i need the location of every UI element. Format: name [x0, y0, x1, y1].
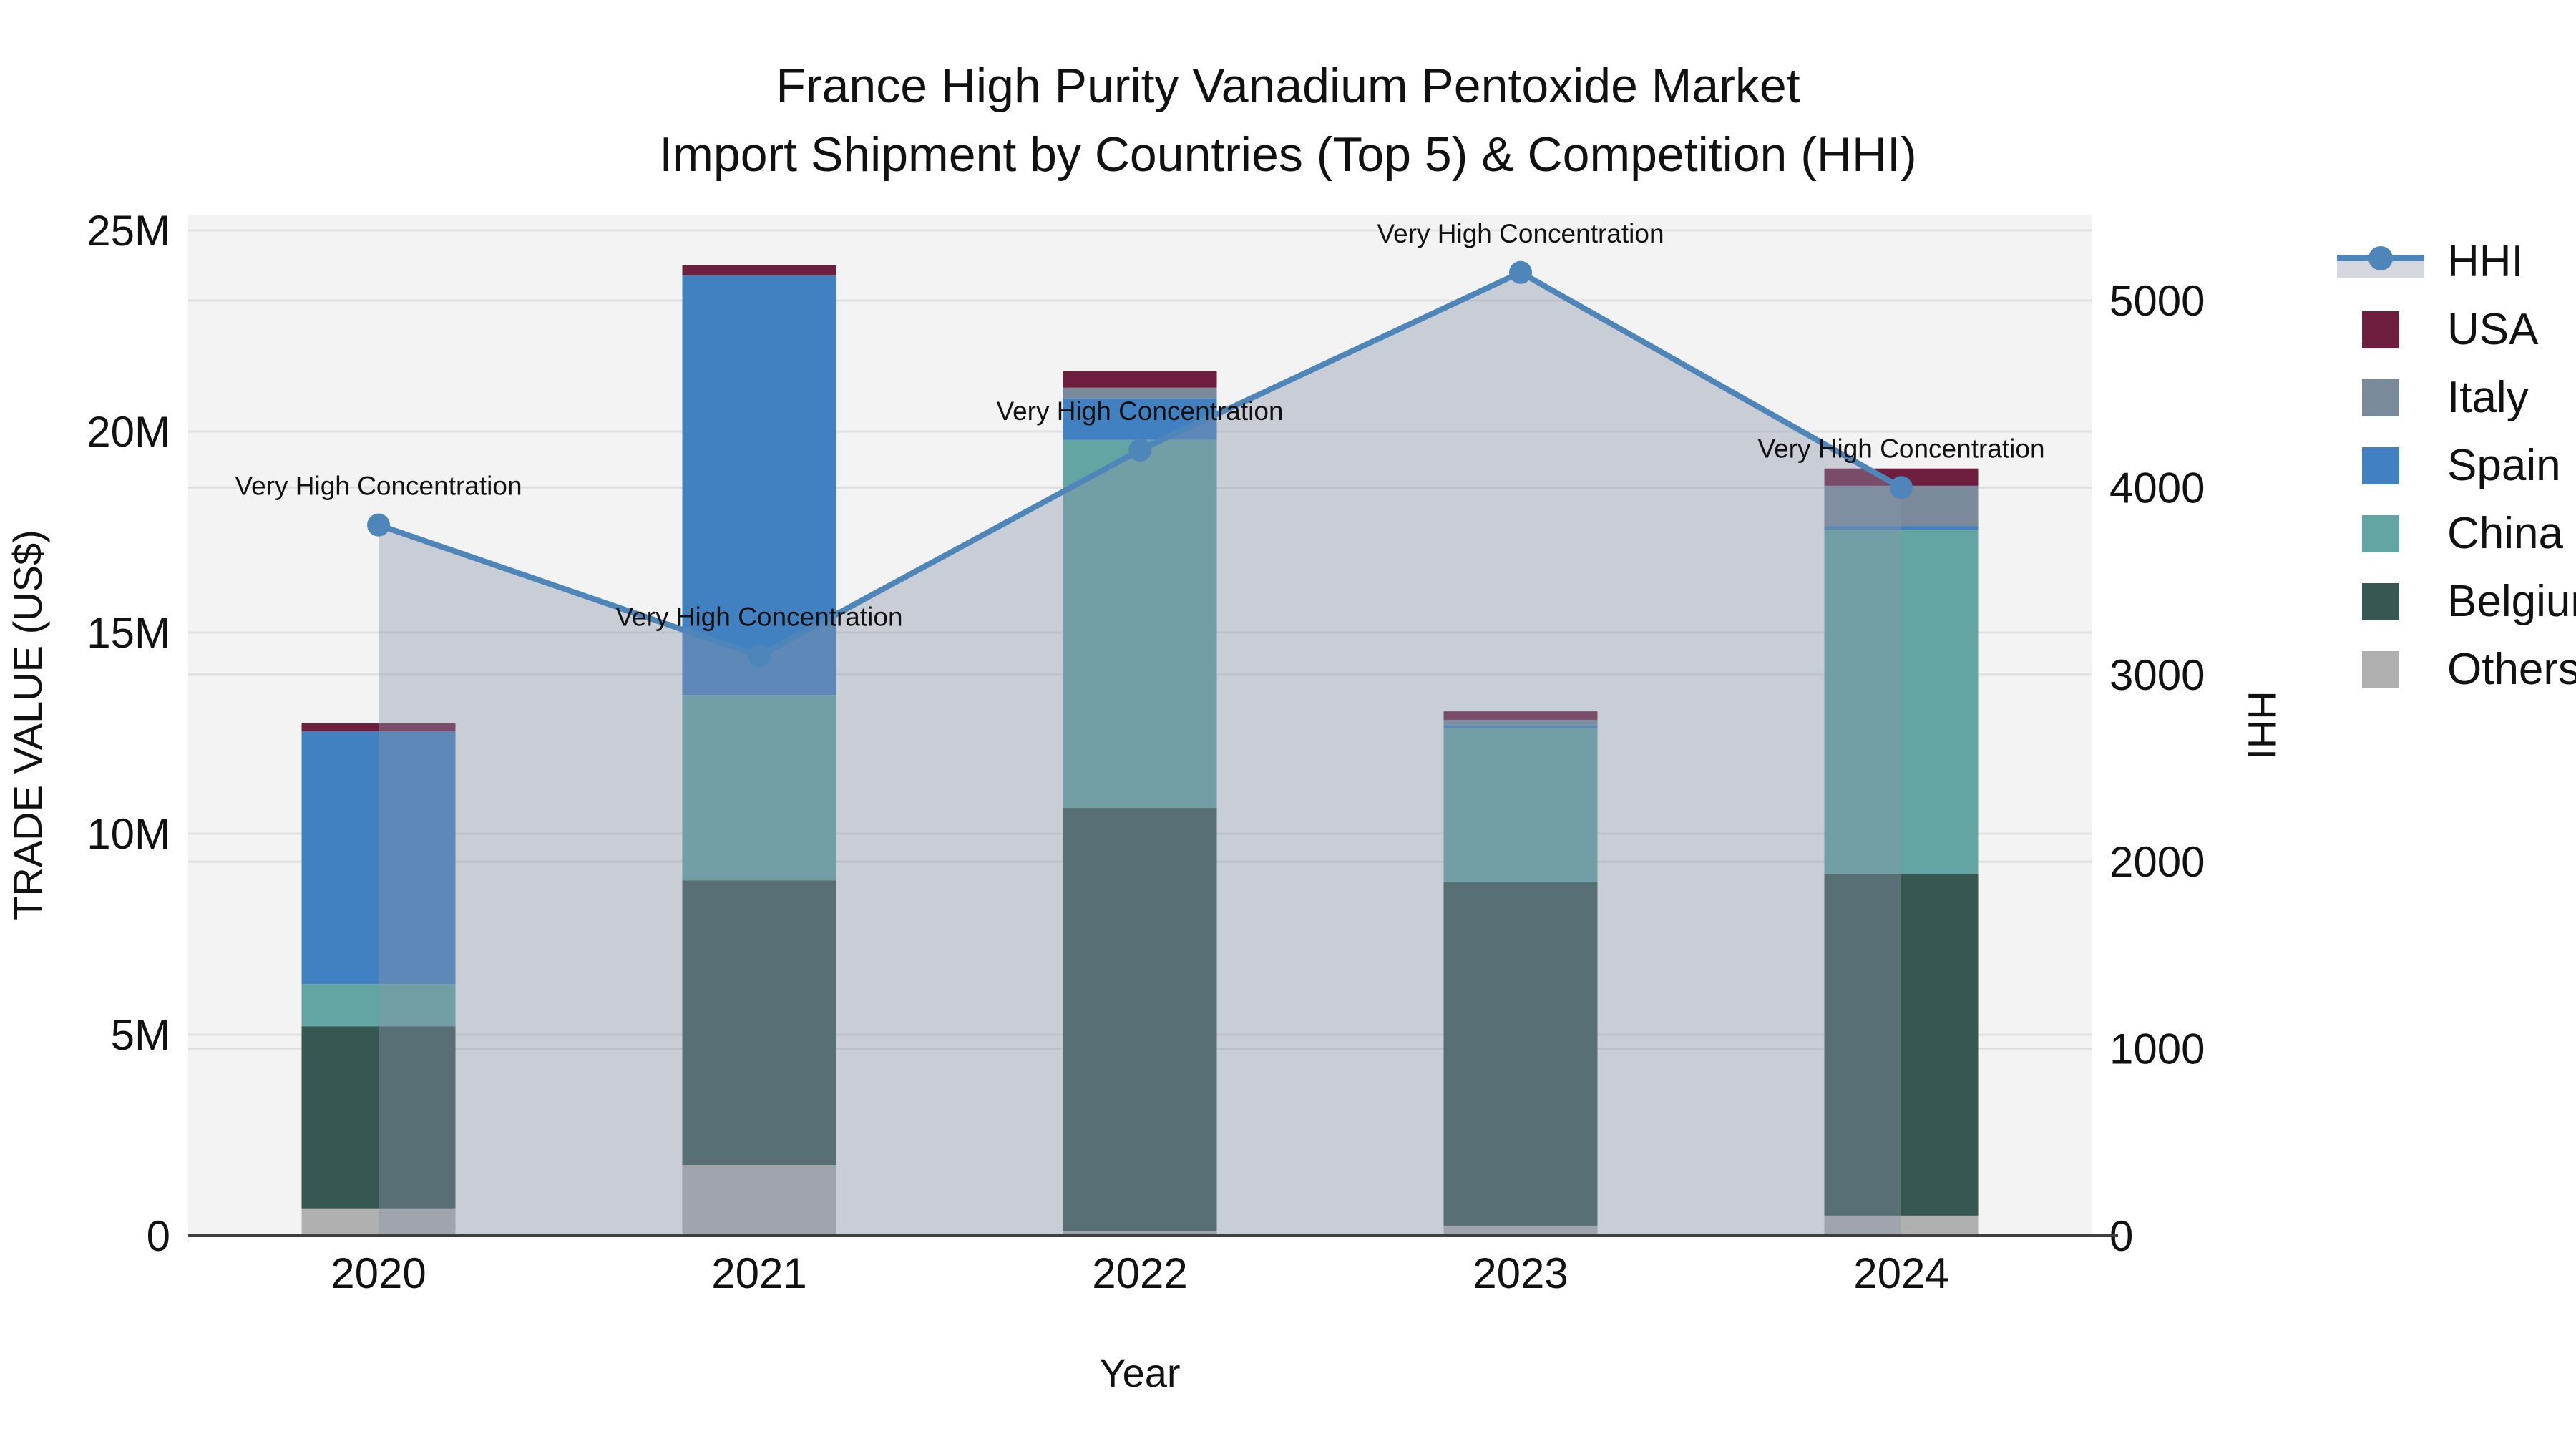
legend-label-spain: Spain: [2447, 441, 2561, 490]
legend: HHI USA Italy Spain China Belgium Others: [2334, 228, 2576, 703]
bar-segment-belgium-2021[interactable]: [682, 880, 836, 1166]
legend-item-belgium[interactable]: Belgium: [2334, 567, 2576, 635]
bar-segment-others-2023[interactable]: [1443, 1225, 1598, 1236]
bar-segment-spain-2024[interactable]: [1824, 526, 1979, 530]
others-color-swatch: [2362, 650, 2399, 688]
belgium-color-swatch: [2362, 582, 2399, 620]
italy-color-swatch: [2362, 379, 2399, 416]
annotation-2022: Very High Concentration: [996, 396, 1283, 426]
hhi-marker-2022[interactable]: [1128, 439, 1151, 462]
bar-segment-usa-2023[interactable]: [1443, 711, 1598, 720]
spain-swatch-icon: [2334, 447, 2427, 484]
x-tick-2024: 2024: [1853, 1249, 1948, 1297]
y-left-tick-0: 0: [147, 1212, 170, 1260]
legend-label-china: China: [2447, 509, 2563, 558]
legend-label-hhi: HHI: [2447, 237, 2524, 286]
bar-segment-china-2024[interactable]: [1824, 530, 1979, 874]
y-left-tick-10M: 10M: [87, 810, 170, 858]
legend-item-italy[interactable]: Italy: [2334, 364, 2576, 431]
legend-label-usa: USA: [2447, 305, 2539, 354]
bar-segment-china-2020[interactable]: [301, 984, 456, 1027]
annotation-2023: Very High Concentration: [1377, 219, 1664, 248]
bar-segment-usa-2021[interactable]: [682, 265, 836, 275]
bar-segment-others-2020[interactable]: [301, 1208, 456, 1236]
bar-segment-china-2022[interactable]: [1063, 439, 1217, 809]
chart-title-line2: Import Shipment by Countries (Top 5) & C…: [659, 127, 1917, 182]
y-left-tick-15M: 15M: [87, 609, 170, 657]
x-tick-2022: 2022: [1092, 1249, 1187, 1297]
y-left-tick-25M: 25M: [87, 207, 170, 255]
legend-label-belgium: Belgium: [2447, 577, 2576, 626]
x-tick-2021: 2021: [711, 1249, 806, 1297]
y-right-tick-2000: 2000: [2109, 838, 2205, 886]
usa-color-swatch: [2362, 311, 2399, 348]
legend-item-china[interactable]: China: [2334, 499, 2576, 567]
bar-segment-spain-2022[interactable]: [1063, 398, 1217, 440]
x-tick-2020: 2020: [331, 1249, 426, 1297]
annotation-2024: Very High Concentration: [1757, 434, 2044, 463]
legend-item-others[interactable]: Others: [2334, 635, 2576, 703]
y-right-tick-4000: 4000: [2109, 464, 2205, 512]
hhi-marker-2021[interactable]: [748, 644, 771, 668]
bar-segment-china-2021[interactable]: [682, 695, 836, 881]
legend-item-usa[interactable]: USA: [2334, 296, 2576, 364]
china-swatch-icon: [2334, 514, 2427, 552]
bar-segment-usa-2022[interactable]: [1063, 371, 1217, 388]
y-right-tick-5000: 5000: [2109, 277, 2205, 325]
y-left-tick-5M: 5M: [111, 1011, 170, 1059]
legend-item-hhi[interactable]: HHI: [2334, 228, 2576, 296]
hhi-area-fill: [379, 272, 1901, 1236]
legend-item-spain[interactable]: Spain: [2334, 431, 2576, 499]
x-axis-title: Year: [1099, 1350, 1180, 1395]
chart-title-line1: France High Purity Vanadium Pentoxide Ma…: [776, 59, 1800, 113]
legend-label-others: Others: [2447, 645, 2576, 694]
y-right-tick-1000: 1000: [2109, 1025, 2205, 1073]
usa-swatch-icon: [2334, 311, 2427, 348]
annotation-2020: Very High Concentration: [235, 472, 522, 501]
bar-segment-spain-2023[interactable]: [1443, 725, 1598, 728]
hhi-marker-2024[interactable]: [1890, 476, 1913, 499]
bar-segment-others-2024[interactable]: [1824, 1215, 1979, 1236]
bar-segment-usa-2020[interactable]: [301, 723, 456, 732]
y-right-axis-title: HHI: [2240, 691, 2285, 759]
x-tick-2023: 2023: [1473, 1249, 1568, 1297]
y-left-tick-20M: 20M: [87, 408, 170, 456]
bar-segment-belgium-2020[interactable]: [301, 1026, 456, 1209]
chart-title: France High Purity Vanadium Pentoxide Ma…: [0, 62, 2576, 179]
bar-segment-spain-2020[interactable]: [301, 731, 456, 985]
bar-segment-italy-2022[interactable]: [1063, 387, 1217, 399]
y-left-axis-title: TRADE VALUE (US$): [5, 530, 50, 921]
legend-label-italy: Italy: [2447, 373, 2529, 422]
spain-color-swatch: [2362, 447, 2399, 484]
bar-segment-others-2021[interactable]: [682, 1165, 836, 1236]
china-color-swatch: [2362, 514, 2399, 552]
others-swatch-icon: [2334, 650, 2427, 688]
hhi-marker-swatch: [2368, 245, 2393, 270]
hhi-marker-2023[interactable]: [1509, 260, 1532, 284]
bar-segment-italy-2023[interactable]: [1443, 719, 1598, 726]
annotation-2021: Very High Concentration: [615, 602, 902, 632]
hhi-swatch-icon: [2337, 243, 2424, 280]
italy-swatch-icon: [2334, 379, 2427, 416]
hhi-marker-2020[interactable]: [367, 513, 390, 537]
bar-segment-belgium-2023[interactable]: [1443, 882, 1598, 1226]
bar-segment-belgium-2024[interactable]: [1824, 874, 1979, 1216]
bar-segment-others-2022[interactable]: [1063, 1231, 1217, 1236]
y-right-tick-3000: 3000: [2109, 651, 2205, 699]
bar-segment-china-2023[interactable]: [1443, 728, 1598, 883]
belgium-swatch-icon: [2334, 582, 2427, 620]
bar-segment-belgium-2022[interactable]: [1063, 808, 1217, 1231]
hhi-line-swatch-icon: [2334, 243, 2427, 280]
